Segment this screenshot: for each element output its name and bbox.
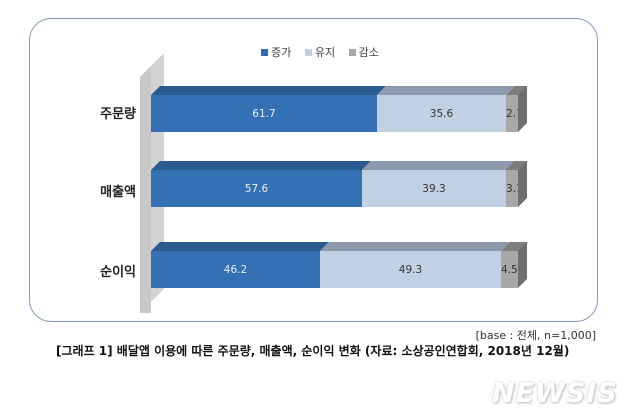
bar-row: 57.6 39.3 3.1 bbox=[151, 170, 523, 207]
legend-item-maintain: 유지 bbox=[304, 44, 336, 60]
bar-segment-decrease: 3.1 bbox=[506, 170, 523, 207]
bar-segment-maintain: 49.3 bbox=[320, 251, 501, 288]
legend-item-decrease: 감소 bbox=[348, 44, 379, 60]
category-label: 순이익 bbox=[100, 265, 136, 280]
legend-swatch-increase bbox=[261, 49, 269, 56]
legend-label: 유지 bbox=[314, 46, 336, 59]
legend-swatch-decrease bbox=[348, 49, 356, 56]
bar-segment-maintain: 39.3 bbox=[362, 170, 506, 207]
category-label: 매출액 bbox=[100, 185, 136, 200]
chart-caption: [그래프 1] 배달앱 이용에 따른 주문량, 매출액, 순이익 변화 (자료:… bbox=[56, 344, 570, 358]
bar-top-face bbox=[151, 86, 528, 95]
base-note: [base : 전체, n=1,000] bbox=[475, 329, 596, 342]
bar-segment-decrease: 4.5 bbox=[501, 251, 518, 288]
bar-segment-decrease: 2.7 bbox=[506, 95, 523, 132]
bar-row: 46.2 49.3 4.5 bbox=[151, 251, 518, 288]
legend: 증가 유지 감소 bbox=[0, 44, 640, 60]
legend-item-increase: 증가 bbox=[261, 44, 291, 60]
bar-side-face bbox=[518, 242, 527, 288]
bar-segment-maintain: 35.6 bbox=[377, 95, 506, 132]
bar-top-face bbox=[151, 161, 528, 170]
category-label: 주문량 bbox=[100, 107, 136, 122]
legend-label: 감소 bbox=[358, 46, 379, 59]
legend-swatch-maintain bbox=[304, 49, 312, 56]
legend-label: 증가 bbox=[271, 46, 292, 59]
bar-side-face bbox=[518, 161, 527, 207]
bar-side-face bbox=[518, 86, 527, 132]
newsis-watermark-logo: NEWSIS bbox=[492, 378, 618, 409]
bar-segment-increase: 57.6 bbox=[151, 170, 362, 207]
bar-row: 61.7 35.6 2.7 bbox=[151, 95, 523, 132]
bar-segment-increase: 46.2 bbox=[151, 251, 320, 288]
bar-top-face bbox=[151, 242, 528, 251]
bar-segment-increase: 61.7 bbox=[151, 95, 377, 132]
